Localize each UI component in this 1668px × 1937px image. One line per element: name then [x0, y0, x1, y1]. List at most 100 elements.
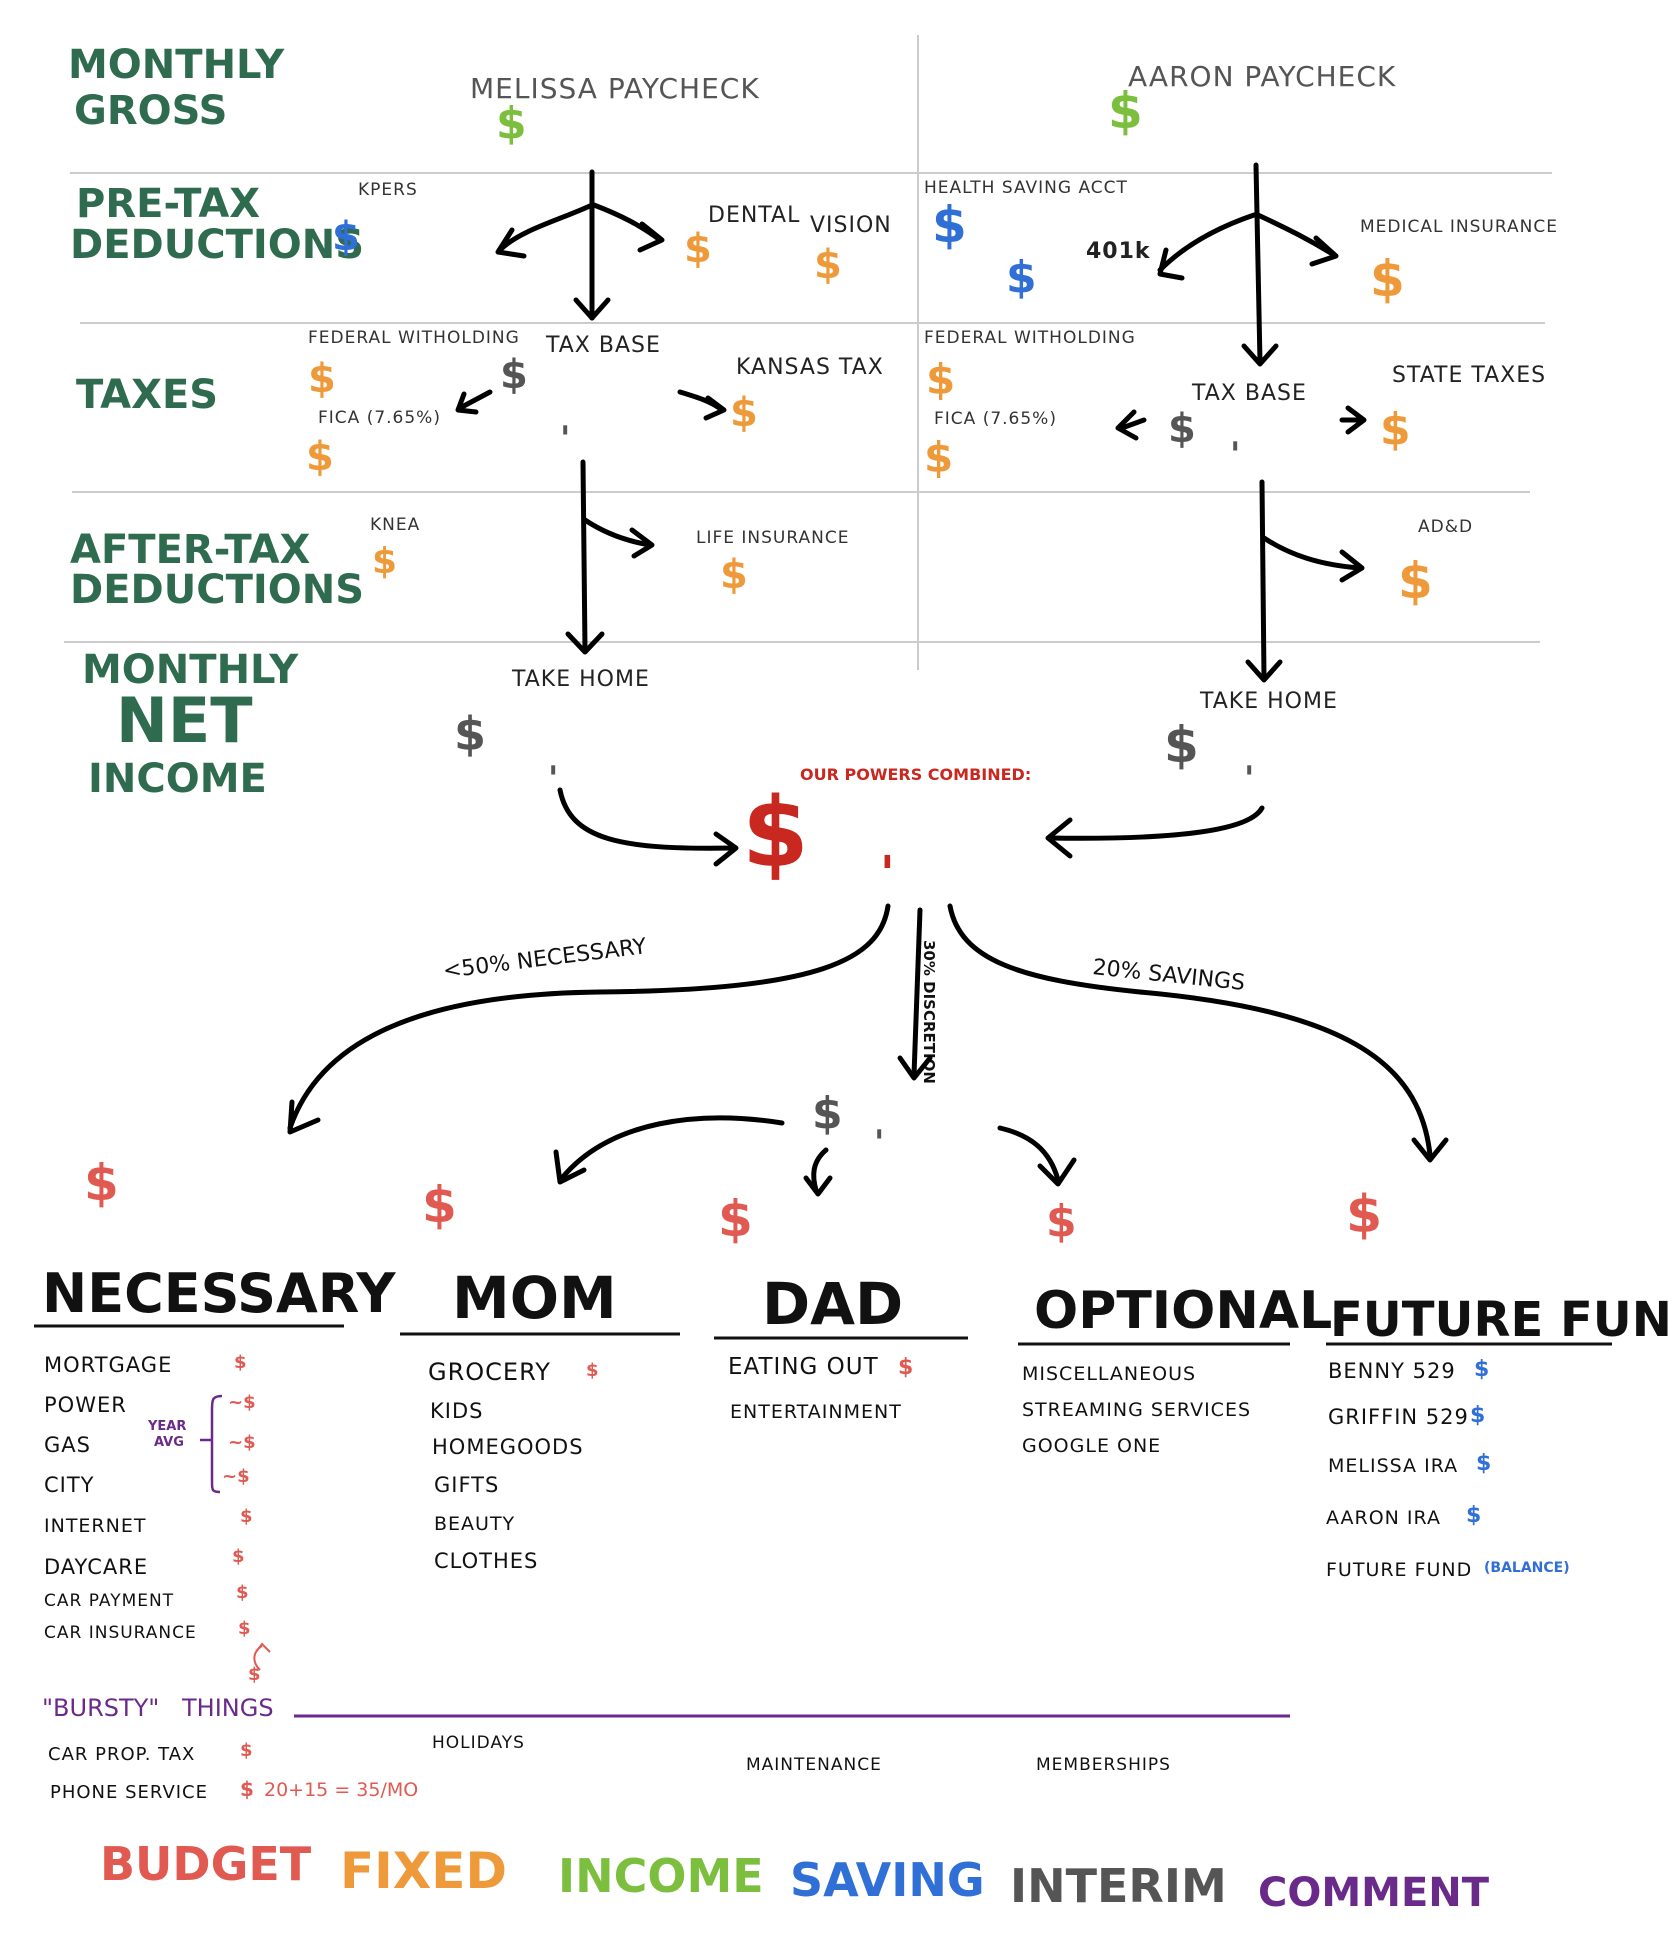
k401-label: 401k: [1086, 239, 1151, 264]
carpayment-dollar: $: [236, 1582, 249, 1603]
necessary-item: CITY: [44, 1473, 95, 1497]
combined-label: OUR POWERS COMBINED:: [800, 765, 1031, 784]
grocery-dollar: $: [586, 1360, 599, 1381]
bursty-title-quoted: "BURSTY": [42, 1694, 159, 1722]
dad-dollar: $: [718, 1190, 753, 1248]
mom-title: MOM: [452, 1264, 617, 1332]
row-net-2: NET: [116, 684, 253, 757]
aaron-title: AARON PAYCHECK: [1128, 60, 1396, 93]
aaron-federal-dollar: $: [926, 355, 955, 404]
necessary-item: GAS: [44, 1433, 91, 1457]
melissa-fica-dollar: $: [306, 434, 334, 480]
medical-label: MEDICAL INSURANCE: [1360, 217, 1558, 237]
melissa-ira-dollar: $: [1476, 1451, 1491, 1476]
kpers-dollar: $: [332, 214, 360, 260]
optional-dollar: $: [1046, 1196, 1077, 1247]
future-item: FUTURE FUND: [1326, 1559, 1472, 1581]
melissa-title: MELISSA PAYCHECK: [470, 72, 760, 105]
aaron-fica-dollar: $: [924, 433, 953, 482]
necessary-dollar: $: [84, 1154, 119, 1212]
medical-dollar: $: [1370, 250, 1405, 308]
optional-item: GOOGLE ONE: [1022, 1435, 1161, 1457]
grid: [64, 35, 1552, 670]
knea-dollar: $: [372, 541, 397, 582]
gas-approx: ~$: [228, 1432, 256, 1453]
future-item: GRIFFIN 529: [1328, 1405, 1469, 1429]
carinsurance-dollar: $: [238, 1618, 251, 1639]
benny-dollar: $: [1474, 1357, 1489, 1382]
life-dollar: $: [720, 552, 748, 598]
melissa-taxbase-label: TAX BASE: [545, 333, 661, 358]
discretion-tick: ': [874, 1123, 884, 1163]
melissa-takehome-tick: ': [548, 759, 558, 799]
state-dollar: $: [1380, 404, 1411, 455]
necessary-item: POWER: [44, 1393, 127, 1417]
hsa-dollar: $: [932, 196, 967, 254]
row-headers: MONTHLY GROSS PRE-TAX DEDUCTIONS TAXES A…: [68, 42, 364, 802]
melissa-taxbase-dollar: $: [500, 352, 528, 398]
year-avg-2: AVG: [154, 1435, 184, 1450]
phone-dollar: $: [240, 1777, 254, 1801]
mortgage-dollar: $: [234, 1352, 247, 1373]
combined-dollar: $: [742, 777, 809, 889]
split-discretion: 30% DISCRETION: [920, 940, 938, 1084]
balance-note: (BALANCE): [1484, 1560, 1570, 1576]
bursty-item: PHONE SERVICE: [50, 1782, 208, 1803]
dad-item: ENTERTAINMENT: [730, 1401, 902, 1423]
bursty-item: CAR PROP. TAX: [48, 1744, 195, 1765]
row-taxes: TAXES: [76, 372, 218, 418]
row-pretax-2: DEDUCTIONS: [70, 222, 364, 268]
mom-item: GROCERY: [428, 1358, 551, 1386]
mom-item: BEAUTY: [434, 1513, 515, 1535]
future-dollar: $: [1346, 1185, 1382, 1245]
kansas-label: KANSAS TAX: [736, 355, 884, 380]
arrows: [287, 162, 1449, 1197]
necessary-item: CAR INSURANCE: [44, 1623, 197, 1643]
mom-item: GIFTS: [434, 1473, 499, 1497]
add-label: AD&D: [1418, 517, 1473, 537]
aaron-tax-tick: ': [1230, 435, 1240, 475]
legend-budget: BUDGET: [100, 1837, 312, 1891]
k401-dollar: $: [1006, 252, 1037, 303]
row-gross-2: GROSS: [74, 88, 227, 134]
city-approx: ~$: [222, 1466, 250, 1487]
split-labels: <50% NECESSARY 30% DISCRETION 20% SAVING…: [442, 934, 1246, 1084]
dad-item: EATING OUT: [728, 1354, 879, 1380]
legend-comment: COMMENT: [1258, 1870, 1490, 1916]
row-aftertax-1: AFTER-TAX: [70, 527, 311, 573]
bursty-optional: MEMBERSHIPS: [1036, 1755, 1171, 1775]
mom-dollar: $: [422, 1176, 457, 1234]
aaron-takehome-dollar: $: [1164, 716, 1199, 774]
knea-label: KNEA: [370, 515, 420, 535]
eatingout-dollar: $: [898, 1355, 913, 1380]
phone-calc: 20+15 = 35/MO: [264, 1779, 418, 1801]
future-item: BENNY 529: [1328, 1359, 1456, 1383]
melissa-tax-tick: ': [560, 419, 570, 459]
necessary-item: DAYCARE: [44, 1555, 148, 1579]
melissa-takehome-label: TAKE HOME: [511, 667, 650, 692]
legend-income: INCOME: [558, 1849, 764, 1903]
future-item: AARON IRA: [1326, 1507, 1441, 1529]
melissa-federal-dollar: $: [308, 356, 336, 402]
legend: BUDGET FIXED INCOME SAVING INTERIM COMME…: [100, 1837, 1490, 1916]
combined-node: OUR POWERS COMBINED: $ ': [742, 765, 1031, 902]
hsa-label: HEALTH SAVING ACCT: [924, 178, 1128, 198]
aaron-taxbase-dollar: $: [1168, 406, 1196, 452]
add-dollar: $: [1398, 552, 1433, 610]
future-title: FUTURE FUND: [1330, 1292, 1668, 1348]
optional-title: OPTIONAL: [1034, 1281, 1332, 1341]
daycare-dollar: $: [232, 1546, 245, 1567]
bursty-title-rest: THINGS: [181, 1694, 274, 1722]
necessary-list: MORTGAGE POWER GAS CITY INTERNET DAYCARE…: [44, 1352, 271, 1685]
necessary-item: MORTGAGE: [44, 1353, 172, 1377]
melissa-column: MELISSA PAYCHECK $ KPERS $ DENTAL $ VISI…: [306, 72, 891, 799]
power-approx: ~$: [228, 1392, 256, 1413]
future-item: MELISSA IRA: [1328, 1455, 1458, 1477]
discretion-dollar: $: [812, 1088, 843, 1139]
life-label: LIFE INSURANCE: [696, 528, 849, 548]
legend-saving: SAVING: [790, 1853, 985, 1907]
melissa-takehome-dollar: $: [454, 707, 486, 761]
optional-list: MISCELLANEOUS STREAMING SERVICES GOOGLE …: [1022, 1363, 1250, 1457]
legend-fixed: FIXED: [340, 1842, 507, 1900]
optional-item: MISCELLANEOUS: [1022, 1363, 1196, 1385]
